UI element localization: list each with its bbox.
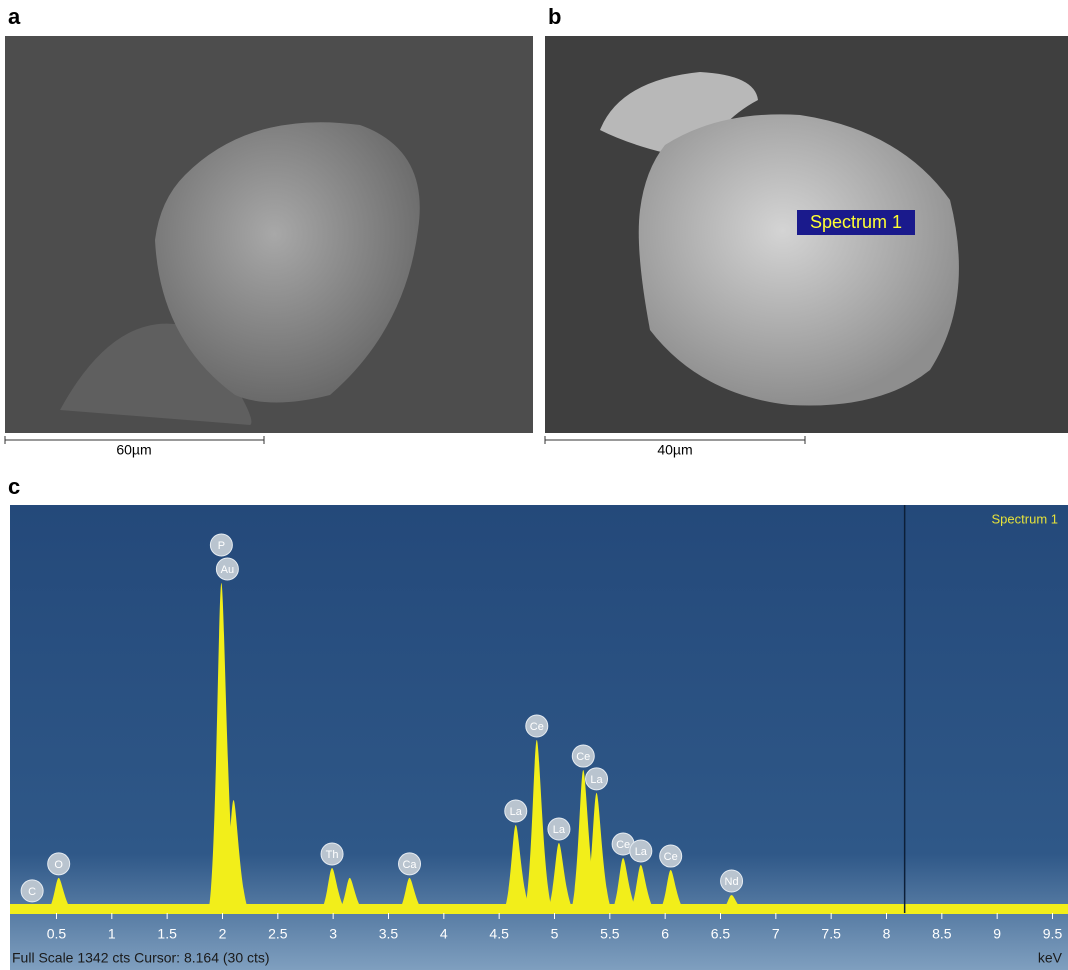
element-label: Th [326,849,339,861]
x-tick-label: 7 [772,926,780,942]
x-tick-label: 0.5 [47,926,67,942]
scale-bar-label: 60µm [116,442,151,458]
x-tick-label: 8 [883,926,891,942]
element-label: C [28,886,36,898]
panel-label: a [8,4,21,29]
panel-label: b [548,4,561,29]
x-tick-label: 1 [108,926,116,942]
scale-bar-label: 40µm [657,442,692,458]
element-label: O [54,859,63,871]
element-label: La [635,846,648,858]
element-label: Au [221,564,234,576]
x-tick-label: 3 [329,926,337,942]
x-tick-label: 2.5 [268,926,288,942]
x-tick-label: 5.5 [600,926,620,942]
spot-label: Spectrum 1 [810,212,902,232]
x-tick-label: 2 [219,926,227,942]
x-tick-label: 9 [993,926,1001,942]
element-label: Ce [664,851,678,863]
element-label: Ce [530,721,544,733]
element-label: La [510,806,523,818]
element-label: Ca [402,859,417,871]
spectrum-name: Spectrum 1 [992,511,1058,526]
element-label: P [218,540,225,552]
x-tick-label: 8.5 [932,926,952,942]
x-tick-label: 4.5 [489,926,509,942]
panel-label: c [8,474,20,499]
element-label: La [590,774,603,786]
x-unit: keV [1038,950,1063,966]
figure: a 60µm b Spectrum 1 40µm c COPAuThCaLaCe… [0,0,1068,970]
x-tick-label: 7.5 [821,926,841,942]
element-label: Ce [576,751,590,763]
status-text: Full Scale 1342 cts Cursor: 8.164 (30 ct… [12,950,270,966]
element-label: Ce [616,839,630,851]
x-tick-label: 9.5 [1043,926,1063,942]
element-label: Nd [725,876,739,888]
x-tick-label: 5 [551,926,559,942]
x-tick-label: 4 [440,926,448,942]
element-label: La [553,824,566,836]
x-tick-label: 3.5 [379,926,399,942]
x-tick-label: 6 [661,926,669,942]
x-tick-label: 6.5 [711,926,731,942]
x-tick-label: 1.5 [157,926,177,942]
